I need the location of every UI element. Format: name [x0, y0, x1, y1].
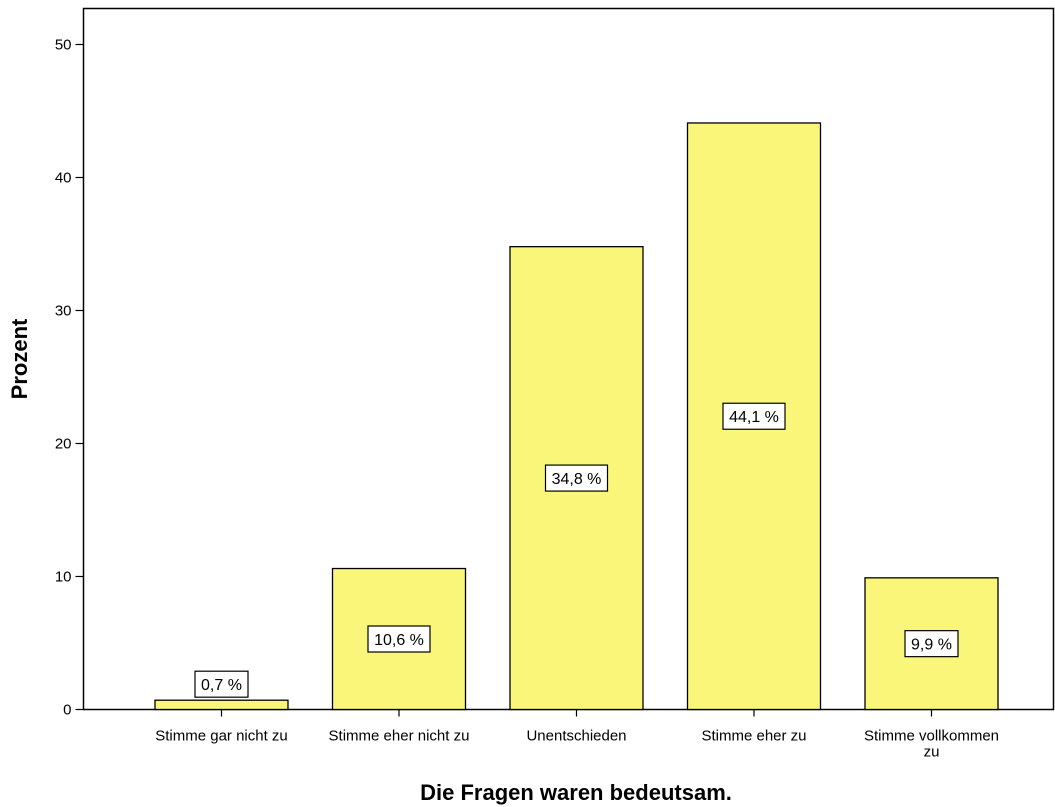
- data-label: 44,1 %: [729, 409, 779, 426]
- y-tick-label: 20: [55, 436, 72, 453]
- x-category-label: Stimme gar nicht zu: [155, 728, 288, 745]
- y-tick-label: 10: [55, 569, 72, 586]
- y-tick-label: 40: [55, 170, 72, 187]
- y-axis: 0 10 20 30 40 50: [55, 37, 84, 719]
- x-category-label: Stimme vollkommen: [864, 728, 999, 745]
- y-axis-title: Prozent: [7, 318, 32, 399]
- data-label-box: [367, 625, 431, 653]
- y-tick-label: 30: [55, 303, 72, 320]
- data-label: 9,9 %: [911, 637, 952, 654]
- data-label: 0,7 %: [201, 677, 242, 694]
- bars: [154, 122, 999, 711]
- data-labels: 0,7 % 10,6 % 34,8 % 44,1 % 9,9 %: [194, 402, 959, 698]
- data-label-box: [194, 670, 249, 698]
- data-label-box: [544, 464, 609, 492]
- x-axis-title: Die Fragen waren bedeutsam.: [420, 780, 732, 805]
- x-category-label: Unentschieden: [526, 728, 626, 745]
- x-axis: Stimme gar nicht zu Stimme eher nicht zu U…: [155, 709, 999, 761]
- x-category-label: zu: [924, 744, 940, 761]
- data-label: 10,6 %: [374, 632, 424, 649]
- x-category-label: Stimme eher nicht zu: [329, 728, 470, 745]
- y-tick-label: 0: [63, 702, 71, 719]
- x-category-label: Stimme eher zu: [701, 728, 806, 745]
- data-label-box: [904, 630, 959, 658]
- bar: [154, 699, 289, 711]
- data-label-box: [722, 402, 786, 430]
- y-tick-label: 50: [55, 37, 72, 54]
- data-label: 34,8 %: [552, 471, 602, 488]
